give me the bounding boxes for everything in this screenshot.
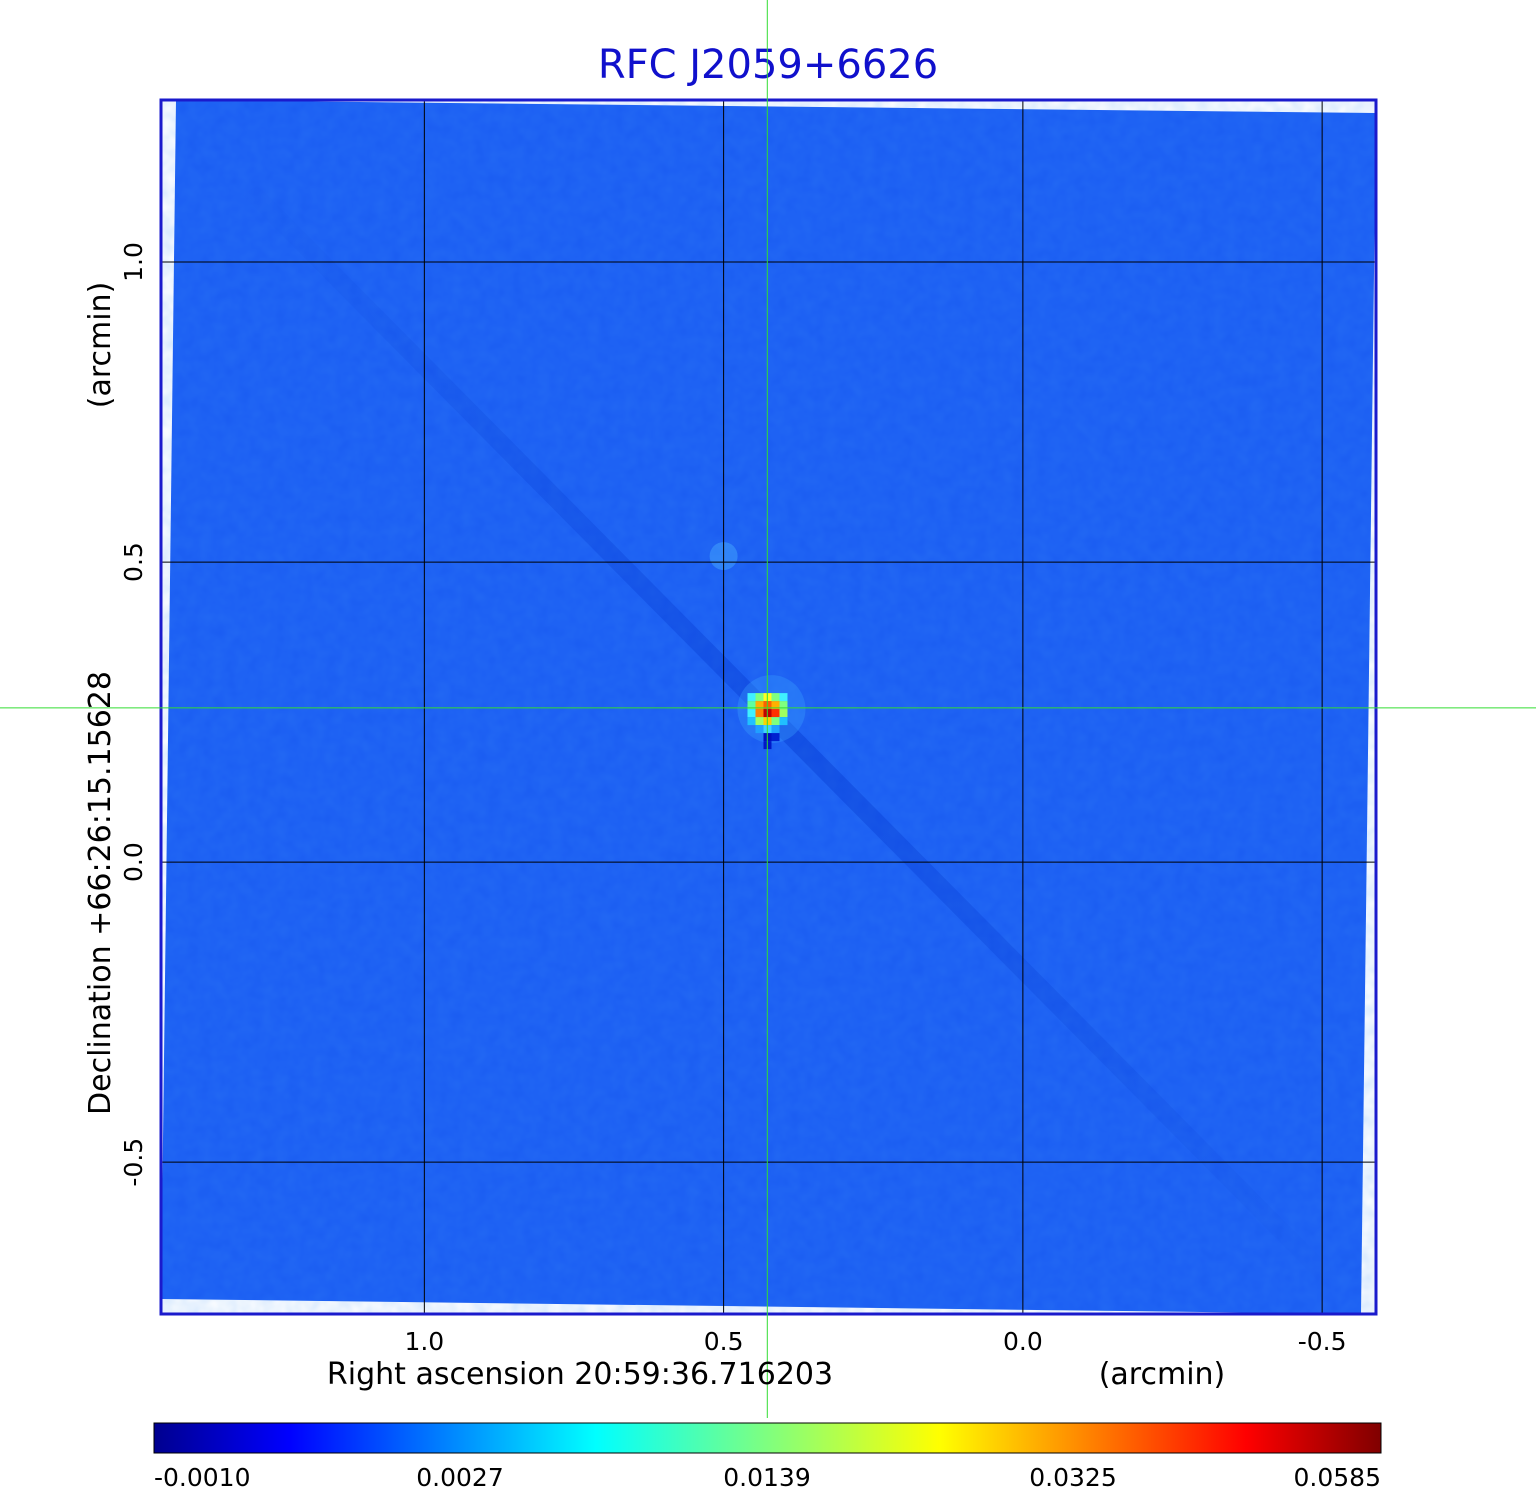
crosshair xyxy=(0,0,1536,1418)
x-axis-unit: (arcmin) xyxy=(1099,1357,1226,1392)
source-pixel xyxy=(755,693,764,702)
source-pixel xyxy=(779,701,788,710)
source-pixel xyxy=(747,717,756,726)
colorbar-tick-labels: -0.0010 0.0027 0.0139 0.0325 0.0585 xyxy=(154,1463,1381,1492)
y-tick-label: 0.5 xyxy=(119,542,148,582)
x-axis-label: Right ascension 20:59:36.716203 xyxy=(327,1357,833,1392)
colorbar-tick-label: -0.0010 xyxy=(154,1463,251,1492)
source-pixel xyxy=(771,725,780,734)
coordinate-grid xyxy=(161,100,1376,1314)
x-tick-label: 1.0 xyxy=(404,1327,444,1356)
chart-title: RFC J2059+6626 xyxy=(598,42,938,88)
source-pixel xyxy=(755,701,764,710)
source-pixel xyxy=(771,693,780,702)
source-pixel xyxy=(755,709,764,718)
source-pixel xyxy=(779,709,788,718)
source-pixel xyxy=(747,693,756,702)
y-axis-unit: (arcmin) xyxy=(83,282,118,409)
y-tick-label: 1.0 xyxy=(119,242,148,282)
colorbar-tick-label: 0.0139 xyxy=(723,1463,810,1492)
source-pixel xyxy=(747,709,756,718)
source-pixel xyxy=(771,709,780,718)
plot-frame xyxy=(159,98,1378,1316)
source-pixel xyxy=(771,733,780,742)
y-tick-label: -0.5 xyxy=(119,1138,148,1187)
x-tick-labels: 1.0 0.5 0.0 -0.5 xyxy=(404,1327,1346,1356)
source-pixel xyxy=(755,717,764,726)
colorbar-tick-label: 0.0325 xyxy=(1029,1463,1116,1492)
source-pixel xyxy=(771,701,780,710)
x-tick-label: 0.0 xyxy=(1003,1327,1043,1356)
source-pixel xyxy=(755,725,764,734)
colorbar-tick-label: 0.0585 xyxy=(1294,1463,1381,1492)
colorbar-tick-label: 0.0027 xyxy=(416,1463,503,1492)
source-pixel xyxy=(771,717,780,726)
sidelobe-streak xyxy=(233,173,1347,1297)
source-pixel xyxy=(779,693,788,702)
x-tick-label: 0.5 xyxy=(704,1327,744,1356)
y-tick-label: 0.0 xyxy=(119,842,148,882)
source-pixel xyxy=(779,717,788,726)
x-tick-label: -0.5 xyxy=(1298,1327,1347,1356)
y-tick-labels: 1.0 0.5 0.0 -0.5 xyxy=(119,242,148,1186)
colorbar xyxy=(153,1422,1382,1454)
source-pixel xyxy=(747,701,756,710)
y-axis-label: Declination +66:26:15.15628 xyxy=(83,671,118,1115)
heatmap-image xyxy=(161,100,1376,1314)
